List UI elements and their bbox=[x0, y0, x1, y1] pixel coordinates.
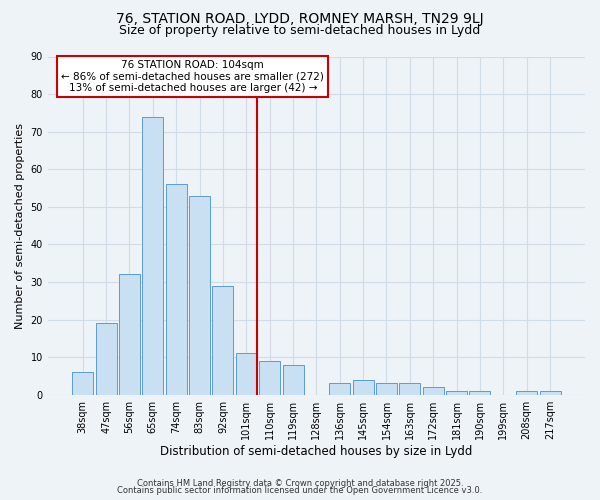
Bar bbox=[516, 391, 537, 394]
Bar bbox=[469, 391, 490, 394]
Bar bbox=[212, 286, 233, 395]
Y-axis label: Number of semi-detached properties: Number of semi-detached properties bbox=[15, 122, 25, 328]
Text: Contains HM Land Registry data © Crown copyright and database right 2025.: Contains HM Land Registry data © Crown c… bbox=[137, 478, 463, 488]
Bar bbox=[353, 380, 374, 394]
Bar bbox=[400, 384, 421, 394]
Bar bbox=[95, 324, 116, 394]
Bar bbox=[72, 372, 93, 394]
Bar bbox=[283, 364, 304, 394]
Text: 76, STATION ROAD, LYDD, ROMNEY MARSH, TN29 9LJ: 76, STATION ROAD, LYDD, ROMNEY MARSH, TN… bbox=[116, 12, 484, 26]
Bar bbox=[236, 354, 257, 395]
Text: Size of property relative to semi-detached houses in Lydd: Size of property relative to semi-detach… bbox=[119, 24, 481, 37]
Bar bbox=[166, 184, 187, 394]
Bar bbox=[189, 196, 210, 394]
Text: Contains public sector information licensed under the Open Government Licence v3: Contains public sector information licen… bbox=[118, 486, 482, 495]
Bar bbox=[119, 274, 140, 394]
Bar bbox=[259, 361, 280, 394]
Bar bbox=[423, 387, 444, 394]
Bar bbox=[539, 391, 560, 394]
Bar bbox=[376, 384, 397, 394]
Bar bbox=[446, 391, 467, 394]
Bar bbox=[142, 116, 163, 394]
Bar bbox=[329, 384, 350, 394]
X-axis label: Distribution of semi-detached houses by size in Lydd: Distribution of semi-detached houses by … bbox=[160, 444, 473, 458]
Text: 76 STATION ROAD: 104sqm
← 86% of semi-detached houses are smaller (272)
13% of s: 76 STATION ROAD: 104sqm ← 86% of semi-de… bbox=[61, 60, 324, 93]
